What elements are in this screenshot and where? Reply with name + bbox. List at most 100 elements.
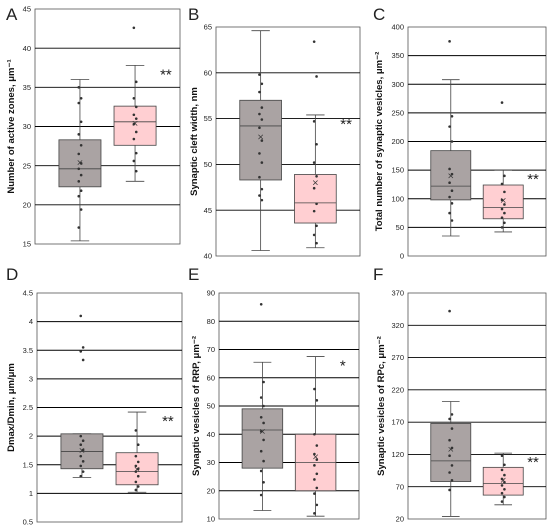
panel-b-frame [215, 26, 361, 257]
panel-e-tick-label: 60 [207, 373, 215, 382]
panel-a-control-point [77, 194, 81, 198]
panel-d-control-point [81, 439, 85, 443]
panel-b-treated-mean [312, 180, 318, 186]
panel-a-control-point [79, 144, 83, 147]
panel-a-tick-label: 20 [23, 200, 31, 209]
panel-a-control-point [77, 226, 81, 229]
panel-a-control-mean [77, 160, 83, 165]
panel-b-letter: B [188, 5, 199, 24]
panel-e-control-point [259, 449, 263, 453]
panel-f-tick-label: 320 [391, 321, 404, 330]
panel-b-treated-point [315, 241, 318, 245]
panel-a-control-point [77, 133, 81, 136]
panel-e-control-point [259, 303, 263, 306]
panel-c-control-point [450, 219, 454, 222]
panel-a-treated-point [134, 130, 138, 134]
panel-e-treated-point [315, 399, 319, 402]
panel-a-treated-point [134, 105, 138, 109]
panel-c-treated-point [503, 174, 506, 178]
panel-a-control-point [79, 173, 83, 177]
panel-d-treated-point [134, 488, 138, 492]
panel-b-treated-point [312, 186, 316, 190]
panel-d-control-point [79, 443, 83, 447]
panel-a-treated-point [132, 113, 136, 117]
panel-c-significance: ** [527, 171, 539, 188]
panel-e-ylabel: Synaptic vesicles of RRP, μm⁻² [191, 336, 202, 476]
panel-f-treated-point [500, 491, 504, 495]
panel-c-control-point [448, 211, 451, 215]
panel-e-control-point [262, 480, 265, 484]
panel-b-control-point [258, 194, 261, 197]
panel-a-control-point [77, 101, 81, 105]
panel-a-control-point [77, 86, 81, 89]
panel-f-tick-label: 270 [391, 353, 404, 362]
panel-d-control-point [79, 350, 83, 353]
panel-b-control-point [258, 90, 261, 94]
panel-b-control-point [260, 187, 264, 191]
panel-f-control-mean [448, 446, 454, 452]
panel-c-treated-point [503, 221, 506, 225]
panel-b-treated-point [312, 233, 316, 237]
panel-e-control-mean [259, 428, 265, 434]
panel-a-control-point [77, 152, 81, 156]
panel-e-control-point [259, 493, 263, 497]
panel-f-treated-point [503, 473, 506, 477]
panel-f: F 20 70 120 170 220 270 320 370 Synaptic vesicles… [373, 265, 547, 524]
panel-a-control-point [77, 180, 81, 183]
panel-c-control-mean [448, 173, 454, 179]
panel-d-tick-label: 1.5 [23, 460, 33, 469]
panel-b-treated-point [312, 120, 316, 123]
panel-a-tick-label: 45 [23, 5, 31, 14]
panel-b-control-point [260, 198, 264, 202]
panel-a-tick-label: 15 [23, 240, 31, 249]
panel-c-control-point [450, 189, 454, 193]
panel-f-control-point [450, 413, 454, 416]
panel-f-treated-point [503, 487, 506, 491]
panel-d-tick-label: 2 [29, 432, 33, 441]
panel-a-control-point [79, 208, 83, 211]
panel-b-treated-point [315, 202, 318, 206]
panel-d-tick-label: 3 [29, 374, 33, 383]
panel-d-control-point [79, 434, 83, 438]
panel-d-tick-label: 2.5 [23, 403, 33, 412]
panel-d-treated-point [134, 454, 138, 458]
panel-b-tick-label: 65 [204, 23, 212, 32]
panel-b: B 40 45 50 55 60 65 Synaptic cleft width, nm ** [188, 5, 361, 261]
panel-e-treated-point [313, 512, 316, 515]
panel-c-control-point [450, 202, 454, 205]
panel-b-treated-box [294, 174, 337, 224]
panel-d-treated-point [136, 443, 140, 447]
panel-d-control-point [81, 358, 85, 362]
panel-f-letter: F [373, 265, 383, 284]
panel-e-control-point [262, 421, 265, 425]
panel-c-tick-label: 300 [391, 80, 404, 89]
panel-c: C 0 50 100 150 200 250 300 350 400 Total number of… [373, 5, 547, 261]
panel-a-tick-label: 35 [23, 83, 31, 92]
panel-b-control-mean [258, 134, 264, 140]
panel-e-treated-point [315, 503, 319, 507]
panel-e-control-point [262, 459, 265, 463]
panel-e-tick-label: 50 [207, 402, 215, 411]
panel-b-control-point [260, 161, 264, 164]
panel-c-tick-label: 350 [391, 51, 404, 60]
panel-f-tick-label: 120 [391, 450, 404, 459]
panel-e: E 10 20 30 40 50 60 70 80 90 Synaptic vesicles of … [188, 265, 360, 524]
panel-b-treated-point [315, 224, 318, 228]
panel-e-treated-point [313, 478, 316, 481]
panel-b-treated-point [312, 161, 316, 164]
panel-a-treated-point [132, 26, 136, 30]
panel-d-tick-label: 3.5 [23, 346, 33, 355]
panel-d: D 0.5 1 1.5 2 2.5 3 3.5 4 4.5 Dmax/Dmin, μm/μm ** [6, 265, 183, 527]
panel-a-control-point [79, 189, 83, 193]
panel-f-ylabel: Synaptic vesicles of RPc, μm⁻² [376, 336, 387, 476]
panel-e-tick-label: 90 [207, 289, 215, 298]
panel-e-control-point [259, 416, 263, 419]
panel-f-tick-label: 370 [391, 289, 404, 298]
panel-b-tick-label: 55 [204, 114, 212, 123]
panel-c-tick-label: 200 [391, 137, 404, 146]
panel-c-control-point [448, 195, 451, 199]
panel-d-control-point [79, 314, 83, 318]
panel-c-control-point [450, 140, 454, 143]
panel-b-tick-label: 45 [204, 206, 212, 215]
panel-f-treated-point [503, 480, 506, 484]
